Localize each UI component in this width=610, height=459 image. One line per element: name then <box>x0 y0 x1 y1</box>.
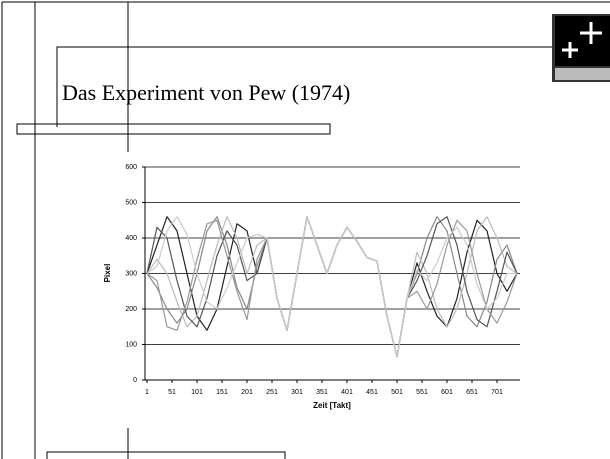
y-axis-label: Pixel <box>103 264 112 283</box>
x-tick-label: 701 <box>491 389 503 396</box>
x-tick-label: 1 <box>145 389 149 396</box>
x-tick-label: 51 <box>168 389 176 396</box>
divider-box <box>17 124 330 134</box>
logo <box>552 14 610 82</box>
slide: Das Experiment von Pew (1974) Pixel Zeit… <box>0 0 610 459</box>
y-tick-label: 100 <box>125 341 137 348</box>
x-tick-label: 301 <box>291 389 303 396</box>
x-tick-label: 451 <box>366 389 378 396</box>
x-tick-label: 601 <box>441 389 453 396</box>
x-tick-label: 101 <box>191 389 203 396</box>
x-tick-label: 651 <box>466 389 478 396</box>
x-tick-label: 401 <box>341 389 353 396</box>
y-tick-label: 0 <box>133 377 137 384</box>
y-tick-label: 400 <box>125 235 137 242</box>
x-axis-label: Zeit [Takt] <box>313 401 351 410</box>
footer-box <box>47 452 285 459</box>
x-tick-label: 251 <box>266 389 278 396</box>
x-tick-label: 551 <box>416 389 428 396</box>
x-tick-label: 201 <box>241 389 253 396</box>
y-tick-label: 600 <box>125 164 137 171</box>
x-tick-label: 351 <box>316 389 328 396</box>
x-tick-label: 501 <box>391 389 403 396</box>
slide-title: Das Experiment von Pew (1974) <box>62 80 350 105</box>
y-tick-label: 500 <box>125 199 137 206</box>
y-tick-label: 200 <box>125 306 137 313</box>
x-tick-label: 151 <box>216 389 228 396</box>
y-tick-label: 300 <box>125 270 137 277</box>
